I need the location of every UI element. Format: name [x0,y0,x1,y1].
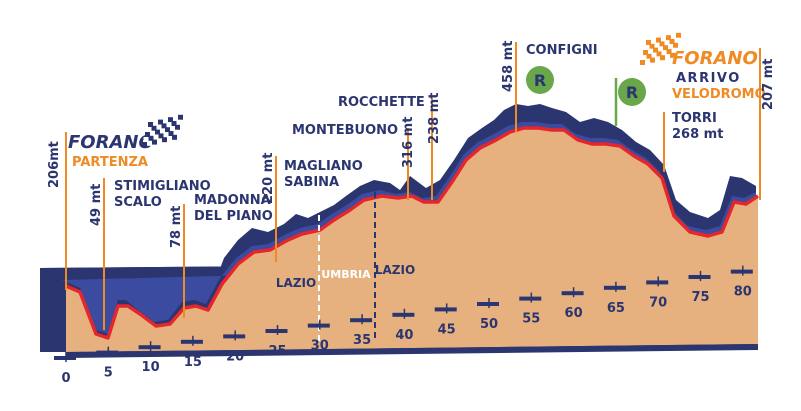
km-tick-bar [180,339,203,344]
start-sub: PARTENZA [72,155,148,170]
waypoint-name: STIMIGLIANO [114,179,211,194]
profile-top-line [65,126,759,340]
waypoint-name: SABINA [284,175,339,190]
km-tick-bar [265,329,288,333]
km-tick-bar [434,307,457,312]
km-tick-bar [730,269,753,274]
region-label: UMBRIA [321,268,371,281]
finish-brand: FORANO [672,48,758,69]
km-tick-label: 60 [565,306,583,321]
waypoint-name: TORRI [672,111,717,126]
finish-line2: VELODROMO [672,87,766,102]
km-tick-label: 75 [691,290,709,305]
km-tick-label: 40 [395,328,413,343]
profile-front-fill [66,128,758,352]
km-tick-bar [350,318,373,323]
waypoint-name: CONFIGNI [526,43,598,58]
km-tick-bar [477,302,499,306]
elevation-profile [40,104,759,358]
start-logo: FORANO PARTENZA [68,114,183,170]
waypoint-name: ROCCHETTE [338,95,425,110]
refreshment-points: RR [526,66,646,126]
km-tick-bar [138,345,161,350]
km-tick-label: 35 [353,333,371,348]
km-tick-label: 70 [649,295,667,310]
waypoint-name: MAGLIANO [284,159,363,174]
km-tick-bar [54,356,76,360]
waypoint-name: MADONNA [194,193,271,208]
waypoint-name: 268 mt [672,127,723,142]
waypoint-elevation: 78 mt [169,206,184,248]
profile-bottom-edge [66,344,758,358]
km-tick-bar [307,323,330,328]
refreshment-badge [526,66,554,94]
km-tick-label: 50 [480,317,498,332]
km-tick-bar [519,296,542,301]
km-tick-bar [603,285,626,290]
waypoint-elevation: 458 mt [501,41,516,92]
start-brand: FORANO [68,132,154,153]
waypoint-elevation: 49 mt [89,184,104,226]
waypoint-name: DEL PIANO [194,209,273,224]
km-tick-label: 20 [226,349,244,364]
finish-logo: FORANO ARRIVO VELODROMO [640,32,766,102]
waypoint-name: MONTEBUONO [292,123,398,138]
waypoint-elevation: 220 mt [261,153,276,204]
km-tick-label: 80 [734,285,752,300]
km-tick-label: 45 [438,322,456,337]
km-tick-label: 5 [104,366,113,381]
waypoint-elevation: 316 mt [401,117,416,168]
start-elevation: 206mt [47,141,62,188]
km-tick-label: 55 [522,312,540,327]
km-tick-bar [96,350,119,355]
km-axis: 0 5 10 15 20 25 30 35 40 45 50 55 60 65 70 75 80 [54,265,753,386]
refreshment-label: R [534,71,546,90]
km-tick-bar [646,280,669,285]
km-tick-label: 65 [607,301,625,316]
finish-line1: ARRIVO [676,71,741,86]
checkered-flag-icon [640,32,681,65]
km-tick-label: 25 [268,344,286,359]
km-tick-bar [688,275,711,279]
refreshment-label: R [626,83,638,102]
finish-elevation: 207 mt [761,59,776,110]
region-label: LAZIO [276,276,316,290]
km-tick-bar [223,334,246,339]
checkered-flag-icon [142,114,183,147]
regions: LAZIO UMBRIA LAZIO [276,263,415,290]
region-label: LAZIO [375,263,415,277]
km-tick-label: 30 [311,339,329,354]
waypoint-elevation: 238 mt [427,93,442,144]
km-tick-bar [561,291,584,296]
refreshment-badge [618,78,646,106]
km-tick-bar [392,312,415,317]
km-tick-label: 10 [142,360,160,375]
km-tick-label: 0 [61,371,70,386]
waypoint-name: SCALO [114,195,162,210]
km-tick-label: 15 [184,355,202,370]
